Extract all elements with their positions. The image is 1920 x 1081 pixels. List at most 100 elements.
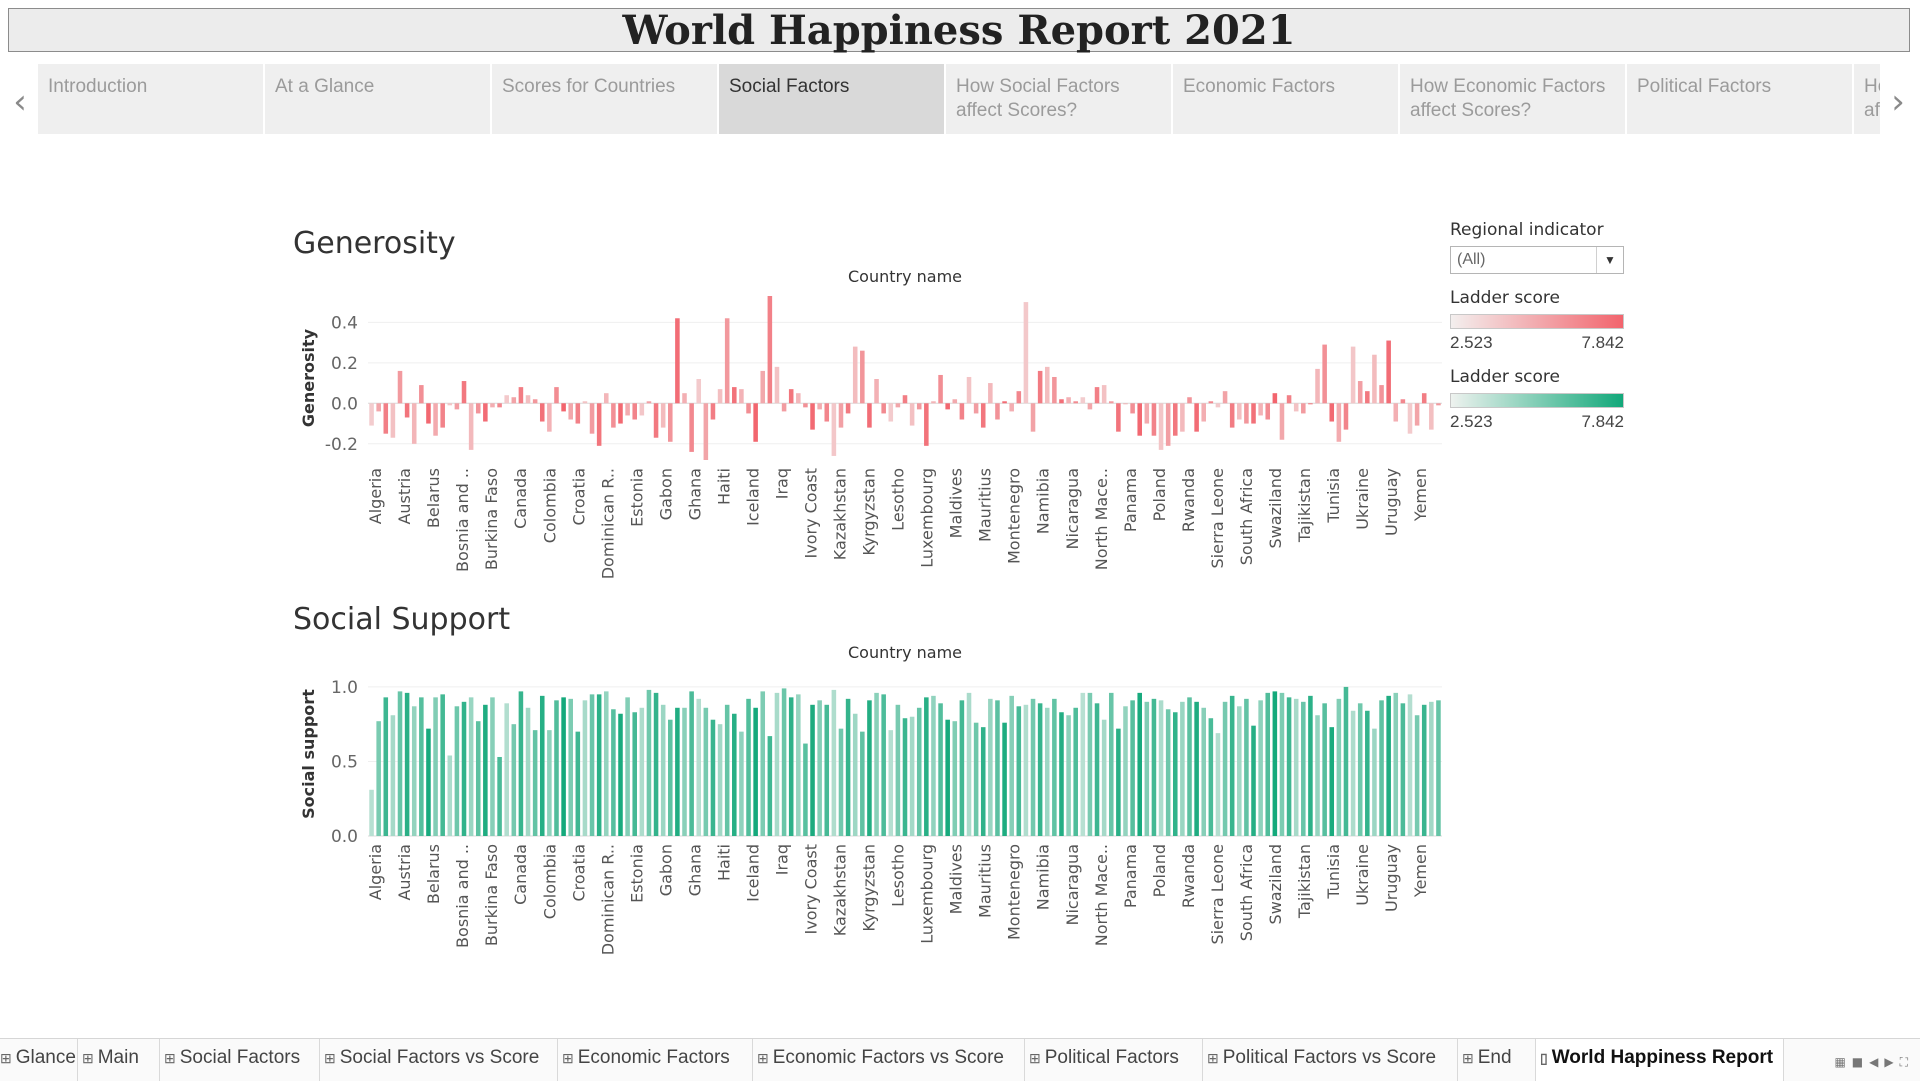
bar[interactable] xyxy=(1322,344,1327,404)
bar[interactable] xyxy=(1002,401,1007,404)
bar[interactable] xyxy=(1094,703,1100,836)
bar[interactable] xyxy=(596,694,602,836)
bar[interactable] xyxy=(1187,397,1192,404)
bar[interactable] xyxy=(532,730,538,836)
bar[interactable] xyxy=(1023,302,1029,404)
bar[interactable] xyxy=(419,385,424,404)
bar[interactable] xyxy=(1073,401,1078,404)
bar[interactable] xyxy=(1315,368,1320,404)
bar[interactable] xyxy=(746,403,751,414)
bar[interactable] xyxy=(433,697,438,836)
bar[interactable] xyxy=(1357,703,1363,836)
bar[interactable] xyxy=(689,691,694,836)
bar[interactable] xyxy=(1365,710,1370,836)
bar[interactable] xyxy=(1059,399,1064,404)
bar[interactable] xyxy=(824,704,830,836)
bar[interactable] xyxy=(952,721,958,836)
bar[interactable] xyxy=(504,703,509,836)
bar[interactable] xyxy=(1222,701,1228,836)
bar[interactable] xyxy=(1165,403,1171,446)
bar[interactable] xyxy=(1016,391,1022,404)
bar[interactable] xyxy=(547,403,552,432)
bar[interactable] xyxy=(376,403,381,412)
bar[interactable] xyxy=(966,692,972,836)
chevron-left-icon[interactable]: ‹ xyxy=(13,82,27,122)
bar[interactable] xyxy=(810,704,815,836)
story-tab-how-social-factors-affect-scores[interactable]: How Social Factors affect Scores? xyxy=(946,64,1171,134)
bar[interactable] xyxy=(682,393,687,404)
bar[interactable] xyxy=(717,389,723,404)
bar[interactable] xyxy=(1116,728,1121,836)
bar[interactable] xyxy=(724,318,730,404)
bar[interactable] xyxy=(810,403,815,430)
story-tab-how-political-factors-affect-scores[interactable]: How Political Factors affect Scores? xyxy=(1854,64,1880,134)
bar[interactable] xyxy=(383,697,389,836)
bar[interactable] xyxy=(1009,403,1014,412)
story-tab-social-factors[interactable]: Social Factors xyxy=(719,64,944,134)
bar[interactable] xyxy=(404,403,410,418)
bar[interactable] xyxy=(589,694,595,836)
bar[interactable] xyxy=(411,403,417,444)
bar[interactable] xyxy=(511,397,517,404)
bar[interactable] xyxy=(732,387,737,404)
bar[interactable] xyxy=(796,393,801,404)
bar[interactable] xyxy=(988,698,993,836)
bar[interactable] xyxy=(675,318,680,404)
bar[interactable] xyxy=(447,403,453,406)
bar[interactable] xyxy=(561,697,566,836)
bar[interactable] xyxy=(973,722,979,836)
bar[interactable] xyxy=(1272,691,1278,836)
bar[interactable] xyxy=(1301,403,1306,414)
bar[interactable] xyxy=(1173,712,1178,836)
bar[interactable] xyxy=(1044,366,1050,404)
bar[interactable] xyxy=(1173,403,1178,436)
bar[interactable] xyxy=(568,403,573,420)
bar[interactable] xyxy=(1329,403,1335,422)
sheet-tab-economic-factors-vs-score[interactable]: ⊞ Economic Factors vs Score xyxy=(753,1039,1025,1081)
bar[interactable] xyxy=(788,697,794,836)
bar[interactable] xyxy=(909,403,915,426)
bar[interactable] xyxy=(838,403,844,428)
bar[interactable] xyxy=(682,707,687,836)
bar[interactable] xyxy=(916,403,922,410)
bar[interactable] xyxy=(1414,715,1420,836)
bar[interactable] xyxy=(1009,695,1014,836)
bar[interactable] xyxy=(1265,403,1271,420)
bar[interactable] xyxy=(845,403,851,414)
bar[interactable] xyxy=(1066,397,1071,404)
bar[interactable] xyxy=(767,736,773,836)
bar[interactable] xyxy=(739,389,744,404)
bar[interactable] xyxy=(426,403,431,424)
bar[interactable] xyxy=(959,700,965,836)
bar[interactable] xyxy=(632,712,637,836)
bar[interactable] xyxy=(824,403,830,422)
bar[interactable] xyxy=(732,713,737,836)
sheet-tab-main[interactable]: ⊞ Main xyxy=(78,1039,160,1081)
sheet-tab-social-factors-vs-score[interactable]: ⊞ Social Factors vs Score xyxy=(320,1039,558,1081)
bar[interactable] xyxy=(1322,703,1327,836)
sheet-tab-political-factors-vs-score[interactable]: ⊞ Political Factors vs Score xyxy=(1203,1039,1458,1081)
bar[interactable] xyxy=(411,706,417,836)
bar[interactable] xyxy=(1350,346,1356,404)
story-tab-how-economic-factors-affect-scores[interactable]: How Economic Factors affect Scores? xyxy=(1400,64,1625,134)
bar[interactable] xyxy=(1158,700,1164,836)
bar[interactable] xyxy=(945,403,950,410)
bar[interactable] xyxy=(931,695,936,836)
bar[interactable] xyxy=(447,755,453,836)
bar[interactable] xyxy=(696,379,702,404)
bar[interactable] xyxy=(1343,403,1349,430)
bar[interactable] xyxy=(604,393,609,404)
bar[interactable] xyxy=(1023,704,1029,836)
bar[interactable] xyxy=(1094,387,1100,404)
bar[interactable] xyxy=(831,403,837,456)
bar[interactable] xyxy=(781,403,787,412)
bar[interactable] xyxy=(888,730,894,836)
regional-indicator-dropdown[interactable]: (All) ▼ xyxy=(1450,246,1624,274)
bar[interactable] xyxy=(959,403,965,420)
bar[interactable] xyxy=(1357,381,1363,404)
bar[interactable] xyxy=(376,721,381,836)
bar[interactable] xyxy=(1194,701,1199,836)
bar[interactable] xyxy=(760,370,766,404)
bar[interactable] xyxy=(1379,385,1384,404)
bar[interactable] xyxy=(561,403,566,412)
